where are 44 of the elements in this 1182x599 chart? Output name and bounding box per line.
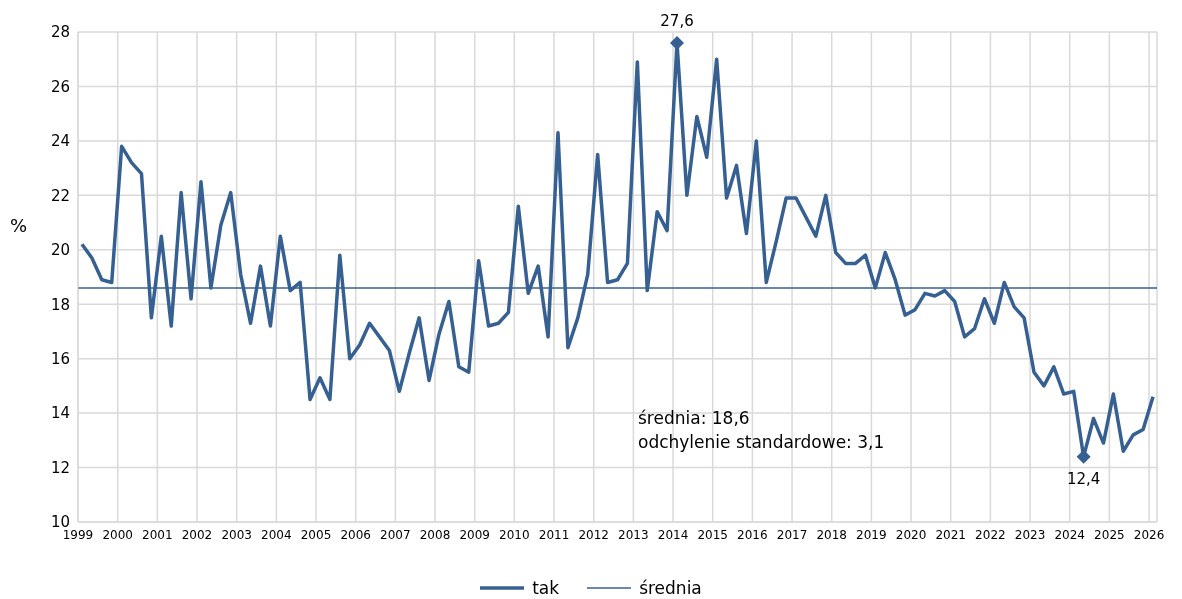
y-tick-label: 14: [50, 404, 70, 423]
x-tick-label: 2001: [142, 527, 173, 542]
x-tick-label: 2002: [181, 527, 213, 542]
x-tick-label: 2000: [102, 527, 133, 542]
x-tick-label: 2011: [538, 527, 570, 542]
annotation: 12,4: [1066, 470, 1101, 489]
annotation: średnia: 18,6: [638, 407, 751, 430]
x-tick-label: 2013: [618, 527, 649, 542]
x-tick-label: 1999: [62, 527, 94, 542]
x-tick-label: 2020: [895, 527, 927, 542]
x-tick-label: 2023: [1014, 527, 1046, 542]
x-tick-label: 2008: [419, 527, 451, 542]
x-tick-label: 2003: [221, 527, 252, 542]
x-tick-label: 2019: [856, 527, 887, 542]
x-tick-label: 2021: [935, 527, 966, 542]
y-tick-label: 16: [50, 349, 70, 368]
y-axis-title: %: [10, 215, 28, 236]
y-tick-label: 26: [50, 77, 70, 96]
x-tick-label: 2010: [499, 527, 530, 542]
y-tick-label: 18: [50, 295, 70, 314]
x-tick-label: 2024: [1054, 527, 1085, 542]
y-tick-label: 28: [50, 23, 70, 42]
x-tick-label: 2015: [697, 527, 728, 542]
y-tick-label: 24: [50, 132, 70, 151]
x-tick-label: 2005: [300, 527, 332, 542]
x-tick-label: 2007: [380, 527, 411, 542]
x-tick-label: 2017: [776, 527, 808, 542]
x-tick-label: 2026: [1133, 527, 1165, 542]
legend-label: tak: [532, 578, 560, 598]
x-tick-label: 2016: [737, 527, 768, 542]
x-tick-label: 2012: [578, 527, 609, 542]
x-tick-label: 2022: [975, 527, 1006, 542]
legend-label: średnia: [639, 578, 702, 598]
x-tick-label: 2006: [340, 527, 371, 542]
x-tick-label: 2018: [816, 527, 847, 542]
y-tick-label: 20: [50, 241, 70, 260]
x-tick-label: 2009: [459, 527, 490, 542]
y-tick-label: 22: [50, 186, 70, 205]
y-tick-label: 12: [50, 458, 70, 477]
annotation: 27,6: [660, 11, 694, 30]
x-tick-label: 2025: [1094, 527, 1125, 542]
x-tick-label: 2014: [657, 527, 689, 542]
annotation: odchylenie standardowe: 3,1: [638, 431, 885, 454]
x-tick-label: 2004: [261, 527, 292, 542]
